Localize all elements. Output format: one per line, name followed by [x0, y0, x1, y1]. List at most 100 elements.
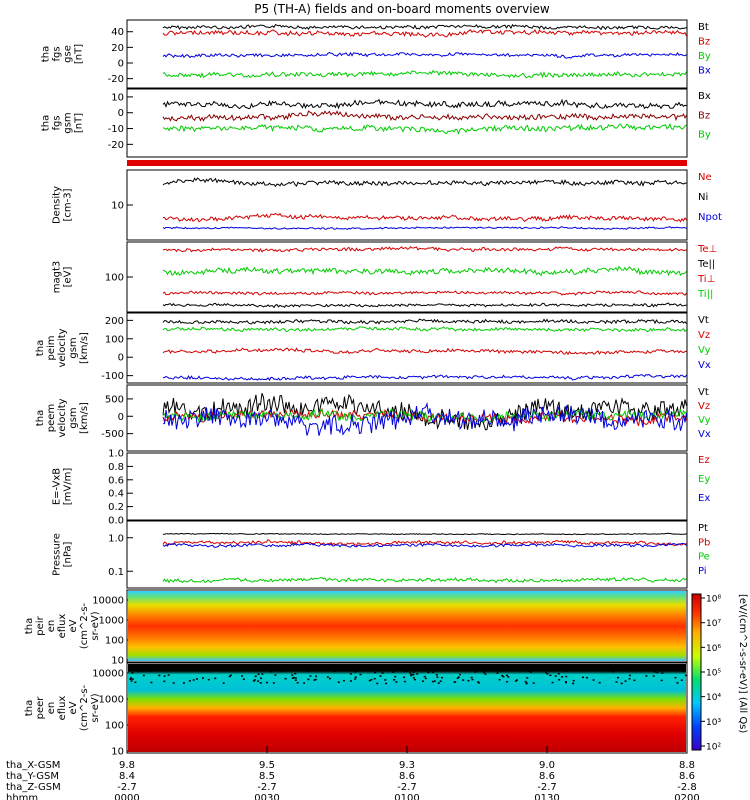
ylabel-line: eflux	[57, 696, 68, 721]
spectrogram-speck	[627, 670, 630, 672]
spectrogram-speck	[483, 671, 486, 674]
spectrogram-speck	[261, 673, 264, 675]
spectrogram-speck	[551, 681, 554, 684]
panel-6: thapeemvelocitygsm[km/s] 500 0 -500 Vt Vz Vy Vx	[35, 384, 711, 452]
spectrogram-speck	[409, 672, 412, 674]
ytick-label: 1000	[99, 695, 124, 706]
spectrogram-speck	[195, 678, 198, 680]
panel-3: Density[cm-3] 10 Ne Ni Npot	[52, 169, 722, 241]
ylabel-line: Pressure	[52, 533, 63, 576]
spectrogram-speck	[252, 665, 255, 668]
spectrogram-speck	[202, 677, 205, 679]
spectrogram-speck	[226, 669, 229, 671]
series-vx	[162, 373, 687, 382]
spectrogram-speck	[423, 675, 426, 678]
ytick-label: 0	[118, 58, 124, 69]
spectrogram-speck	[294, 677, 297, 679]
ylabel-line: [nT]	[74, 44, 85, 64]
legend-vx: Vx	[698, 360, 711, 371]
ytick-label: -500	[101, 429, 124, 440]
xaxis-value: -2.7	[257, 782, 277, 793]
spectrogram-speck	[192, 679, 195, 681]
xaxis-row-label: tha_Y-GSM	[6, 771, 59, 782]
spectrogram-speck	[291, 674, 294, 676]
ylabel-line: sr-eV)	[90, 611, 101, 640]
panel-ylabel: Pressure[nPa]	[52, 533, 74, 576]
panel-ylabel: Density[cm-3]	[52, 186, 74, 224]
spectrogram-speck	[628, 674, 631, 677]
spectrogram-speck	[474, 671, 477, 673]
legend-ex: Ex	[698, 493, 710, 504]
spectrogram-speck	[403, 668, 406, 670]
legend-bt: Bt	[698, 22, 709, 33]
spectrogram-speck	[154, 669, 157, 671]
spectrogram-speck	[628, 677, 631, 680]
legend-pt: Pt	[698, 523, 708, 534]
spectrogram-speck	[163, 680, 166, 683]
panel-ylabel: thapeirenefluxeV(cm^2-s-sr-eV)	[24, 602, 101, 649]
legend-ti⊥: Ti⊥	[697, 274, 715, 285]
ylabel-line: [km/s]	[79, 402, 90, 434]
series-npot	[162, 226, 687, 230]
ytick-label: 0	[118, 353, 124, 364]
series-ti⊥	[162, 245, 687, 253]
spectrogram	[128, 591, 686, 661]
spectrogram-speck	[234, 667, 237, 669]
spectrogram-speck	[381, 672, 384, 674]
ytick-label: 1000	[99, 616, 124, 627]
legend-vy: Vy	[698, 415, 711, 426]
spectrogram-speck	[565, 681, 568, 683]
spectrogram-speck	[435, 669, 438, 671]
xaxis-value: 0030	[254, 793, 279, 800]
spectrogram-speck	[214, 677, 217, 680]
ylabel-line: (cm^2-s-	[79, 602, 90, 649]
ytick-label: 0.6	[108, 475, 124, 486]
series-bt	[162, 23, 687, 31]
spectrogram-speck	[592, 679, 595, 681]
legend-vt: Vt	[698, 387, 709, 398]
spectrogram-speck	[470, 665, 473, 668]
spectrogram-speck	[598, 681, 601, 684]
spectrogram-speck	[545, 671, 548, 674]
spectrogram-speck	[271, 667, 274, 669]
spectrogram-speck	[257, 673, 260, 676]
spectrogram-speck	[439, 680, 442, 682]
spectrogram-speck	[416, 673, 419, 675]
xaxis-value: 8.8	[679, 760, 695, 771]
spectrogram-speck	[354, 670, 357, 673]
series-vz	[162, 407, 687, 427]
panel-frame	[126, 384, 688, 452]
spectrogram-speck	[586, 676, 589, 679]
spectrogram-speck	[572, 682, 575, 685]
xaxis-row-label: hhmm	[6, 793, 38, 800]
spectrogram-speck	[661, 672, 664, 674]
spectrogram-speck	[521, 668, 524, 671]
spectrogram-speck	[463, 667, 466, 669]
spectrogram-speck	[557, 672, 560, 675]
spectrogram-speck	[395, 681, 398, 683]
ytick-label: 40	[111, 27, 124, 38]
series-te⊥	[162, 290, 687, 296]
spectrogram-speck	[394, 675, 397, 678]
spectrogram-speck	[315, 675, 318, 678]
series-pe	[162, 577, 687, 584]
spectrogram-speck	[506, 681, 509, 683]
xaxis-value: 0130	[534, 793, 559, 800]
spectrogram-speck	[376, 682, 379, 685]
legend-vt: Vt	[698, 315, 709, 326]
xaxis-value: 0200	[674, 793, 699, 800]
spectrogram-speck	[401, 665, 404, 668]
spectrogram-speck	[666, 668, 669, 671]
spectrogram-speck	[481, 669, 484, 671]
spectrogram-speck	[181, 668, 184, 671]
ylabel-line: [km/s]	[79, 332, 90, 364]
colorbar-tick-label: 10²	[706, 743, 721, 753]
ytick-label: 10000	[92, 596, 124, 607]
ytick-label: 500	[105, 394, 124, 405]
spectrogram-speck	[676, 682, 679, 684]
panel-ylabel: thapeemvelocitygsm[km/s]	[35, 398, 90, 437]
spectrogram-speck	[192, 666, 195, 669]
spectrogram-speck	[131, 678, 134, 680]
spectrogram-speck	[172, 682, 175, 684]
panel-7: E=-VxB[mV/m] 1.0 0.8 0.6 0.4 0.2 0.0 Ez Ey Ex	[52, 449, 711, 527]
